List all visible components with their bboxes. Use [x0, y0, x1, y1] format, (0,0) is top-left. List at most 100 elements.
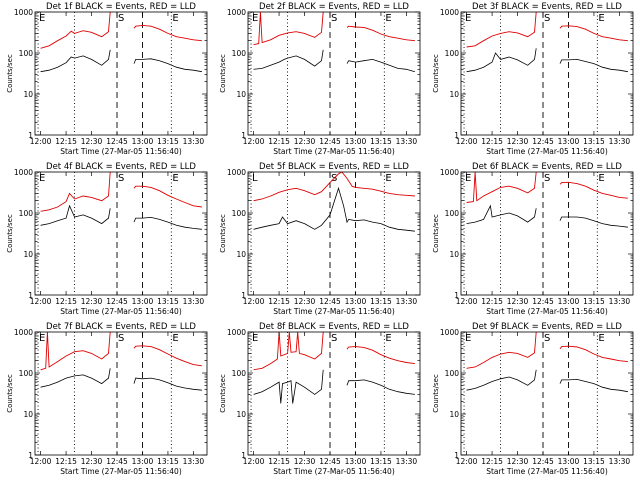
series-events [40, 49, 202, 73]
x-tick-label: 13:15 [583, 457, 605, 466]
x-tick-label: 12:15 [481, 137, 503, 146]
y-tick-label: 10 [449, 250, 459, 259]
plot-frame [247, 171, 421, 296]
y-tick-label: 1000 [440, 168, 459, 177]
x-axis-label: Start Time (27-Mar-05 11:56:40) [486, 467, 608, 476]
plot-frame [247, 331, 421, 456]
x-tick-label: 12:30 [81, 457, 103, 466]
y-tick-label: 1000 [14, 168, 33, 177]
y-tick-label: 10 [23, 250, 33, 259]
marker-label: E [39, 173, 45, 184]
x-tick-label: 13:00 [558, 137, 580, 146]
x-tick-label: 13:15 [583, 297, 605, 306]
series-events [253, 369, 415, 404]
series-events [466, 48, 628, 73]
x-tick-label: 12:15 [55, 457, 77, 466]
marker-label: E [172, 13, 178, 24]
x-axis-label: Start Time (27-Mar-05 11:56:40) [60, 147, 182, 156]
series-lld [253, 332, 415, 371]
series-events [253, 186, 415, 232]
y-axis-label: Counts/sec [6, 214, 14, 253]
marker-label: E [252, 333, 258, 344]
x-tick-label: 12:15 [55, 297, 77, 306]
y-tick-label: 100 [232, 209, 247, 218]
y-tick-label: 1 [28, 291, 33, 300]
panel-title: Det 4f BLACK = Events, RED = LLD [46, 162, 196, 172]
x-axis-label: Start Time (27-Mar-05 11:56:40) [60, 307, 182, 316]
y-tick-label: 100 [232, 49, 247, 58]
marker-label: E [598, 13, 604, 24]
marker-label: L [252, 173, 258, 184]
x-tick-label: 13:15 [157, 137, 179, 146]
detector-panel-4: Det 4f BLACK = Events, RED = LLD Counts/s… [6, 162, 208, 316]
y-tick-label: 10 [236, 410, 246, 419]
y-tick-label: 10 [236, 250, 246, 259]
marker-label: S [118, 333, 124, 344]
x-axis-label: Start Time (27-Mar-05 11:56:40) [273, 467, 395, 476]
x-tick-label: 12:15 [268, 137, 290, 146]
x-tick-label: 12:30 [81, 137, 103, 146]
y-tick-label: 1 [241, 131, 246, 140]
x-tick-label: 13:30 [609, 297, 631, 306]
y-tick-label: 100 [19, 209, 34, 218]
x-tick-label: 12:00 [30, 457, 52, 466]
x-axis-label: Start Time (27-Mar-05 11:56:40) [273, 307, 395, 316]
x-axis-label: Start Time (27-Mar-05 11:56:40) [273, 147, 395, 156]
y-axis-label: Counts/sec [6, 374, 14, 413]
series-lld [466, 12, 628, 48]
y-tick-label: 1000 [227, 8, 246, 17]
x-tick-label: 12:45 [319, 457, 341, 466]
series-lld [40, 12, 202, 49]
x-tick-label: 12:45 [106, 457, 128, 466]
y-tick-label: 100 [445, 49, 460, 58]
y-tick-label: 1000 [227, 328, 246, 337]
detector-panel-3: Det 3f BLACK = Events, RED = LLD Counts/s… [432, 2, 634, 156]
x-tick-label: 13:15 [157, 297, 179, 306]
x-tick-label: 13:30 [183, 297, 205, 306]
x-axis-label: Start Time (27-Mar-05 11:56:40) [486, 147, 608, 156]
x-tick-label: 12:45 [532, 137, 554, 146]
series-events [466, 369, 628, 393]
y-tick-label: 1000 [227, 168, 246, 177]
x-tick-label: 12:45 [106, 297, 128, 306]
panel-title: Det 9f BLACK = Events, RED = LLD [472, 322, 622, 332]
x-tick-label: 13:15 [583, 137, 605, 146]
x-tick-label: 12:30 [294, 297, 316, 306]
detector-panel-9: Det 9f BLACK = Events, RED = LLD Counts/s… [432, 322, 634, 476]
y-axis-label: Counts/sec [219, 214, 227, 253]
series-lld [466, 332, 628, 369]
x-axis-label: Start Time (27-Mar-05 11:56:40) [60, 467, 182, 476]
y-tick-label: 10 [449, 410, 459, 419]
marker-label: S [544, 173, 550, 184]
panel-title: Det 3f BLACK = Events, RED = LLD [472, 2, 622, 12]
y-tick-label: 10 [23, 90, 33, 99]
x-tick-label: 13:00 [345, 457, 367, 466]
x-tick-label: 12:30 [81, 297, 103, 306]
y-tick-label: 100 [445, 209, 460, 218]
y-tick-label: 100 [445, 369, 460, 378]
y-axis-label: Counts/sec [432, 214, 440, 253]
marker-label: S [331, 333, 337, 344]
x-tick-label: 12:30 [294, 457, 316, 466]
x-tick-label: 12:45 [532, 297, 554, 306]
detector-panel-7: Det 7f BLACK = Events, RED = LLD Counts/s… [6, 322, 208, 476]
marker-label: E [39, 13, 45, 24]
marker-label: E [39, 333, 45, 344]
y-tick-label: 1 [241, 451, 246, 460]
marker-label: E [172, 173, 178, 184]
y-tick-label: 10 [449, 90, 459, 99]
x-tick-label: 12:15 [481, 457, 503, 466]
x-tick-label: 13:15 [370, 457, 392, 466]
plot-frame [34, 171, 208, 296]
detector-panel-1: Det 1f BLACK = Events, RED = LLD Counts/s… [6, 2, 208, 156]
plot-frame [247, 11, 421, 136]
marker-label: E [465, 13, 471, 24]
series-lld [253, 172, 415, 202]
y-tick-label: 100 [19, 49, 34, 58]
x-tick-label: 13:15 [157, 457, 179, 466]
marker-label: E [385, 173, 391, 184]
marker-label: S [544, 333, 550, 344]
x-tick-label: 12:00 [456, 457, 478, 466]
x-tick-label: 12:00 [30, 297, 52, 306]
